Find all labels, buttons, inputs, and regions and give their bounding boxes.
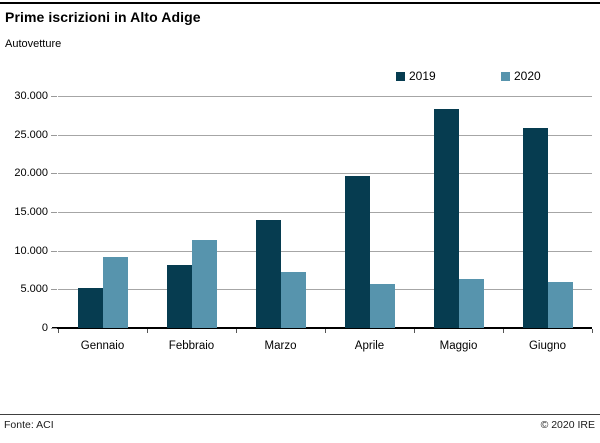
chart-subtitle: Autovetture bbox=[5, 38, 62, 50]
bar-2019-maggio bbox=[433, 109, 459, 328]
gridline-10.000 bbox=[58, 250, 592, 252]
legend-swatch-2020 bbox=[501, 71, 510, 81]
y-tick-mark bbox=[51, 328, 57, 329]
chart-title: Prime iscrizioni in Alto Adige bbox=[5, 9, 201, 25]
x-tick-mark bbox=[503, 329, 504, 333]
y-tick-label-10.000: 10.000 bbox=[14, 244, 48, 257]
y-tick-mark bbox=[51, 212, 57, 213]
bar-2020-marzo bbox=[280, 272, 306, 328]
x-category-label-marzo: Marzo bbox=[264, 340, 297, 352]
copyright-note: © 2020 IRE bbox=[540, 419, 595, 431]
x-tick-mark bbox=[325, 329, 326, 333]
bar-2020-gennaio bbox=[102, 256, 128, 328]
y-tick-mark bbox=[51, 250, 57, 252]
y-tick-label-30.000: 30.000 bbox=[14, 90, 48, 102]
legend-item-2020: 2020 bbox=[501, 69, 541, 83]
footer-rule bbox=[0, 414, 600, 415]
legend-swatch-2019 bbox=[396, 71, 405, 81]
bar-2019-febbraio bbox=[166, 264, 192, 328]
footer: Fonte: ACI © 2020 IRE bbox=[4, 419, 595, 431]
bar-2020-giugno bbox=[547, 282, 573, 328]
gridline-20.000 bbox=[58, 173, 592, 175]
bar-2020-febbraio bbox=[191, 239, 217, 328]
gridline-25.000 bbox=[58, 134, 592, 136]
bar-2020-maggio bbox=[458, 278, 484, 328]
source-note: Fonte: ACI bbox=[4, 419, 54, 431]
x-tick-mark bbox=[592, 329, 593, 333]
x-category-label-febbraio: Febbraio bbox=[168, 340, 215, 352]
legend-item-2019: 2019 bbox=[396, 69, 436, 83]
y-tick-mark bbox=[51, 96, 57, 97]
bar-2020-aprile bbox=[369, 283, 395, 328]
y-tick-label-15.000: 15.000 bbox=[14, 206, 48, 218]
legend-label-2020: 2020 bbox=[514, 69, 541, 83]
y-tick-mark bbox=[51, 173, 57, 175]
legend: 2019 2020 bbox=[0, 69, 592, 83]
y-tick-mark bbox=[51, 134, 57, 136]
legend-label-2019: 2019 bbox=[409, 69, 436, 83]
gridline-15.000 bbox=[58, 212, 592, 213]
plot-area bbox=[52, 96, 592, 329]
bar-2019-giugno bbox=[522, 127, 548, 328]
gridline-30.000 bbox=[58, 96, 592, 97]
bar-2019-aprile bbox=[344, 175, 370, 328]
x-tick-mark bbox=[147, 329, 148, 333]
x-category-label-maggio: Maggio bbox=[439, 340, 478, 352]
x-category-label-giugno: Giugno bbox=[528, 340, 567, 352]
bar-2019-gennaio bbox=[77, 287, 103, 328]
x-category-label-gennaio: Gennaio bbox=[80, 340, 125, 352]
y-tick-label-20.000: 20.000 bbox=[14, 167, 48, 180]
x-tick-mark bbox=[414, 329, 415, 333]
gridline-5.000 bbox=[58, 289, 592, 291]
y-tick-mark bbox=[51, 289, 57, 291]
top-rule bbox=[0, 2, 600, 4]
x-category-label-aprile: Aprile bbox=[354, 340, 385, 352]
x-axis-line bbox=[52, 327, 592, 329]
y-tick-label-5.000: 5.000 bbox=[20, 283, 48, 296]
y-tick-label-0: 0 bbox=[41, 322, 48, 334]
x-tick-mark bbox=[236, 329, 237, 333]
x-tick-mark bbox=[58, 329, 59, 333]
bar-2019-marzo bbox=[255, 219, 281, 328]
y-tick-label-25.000: 25.000 bbox=[14, 128, 48, 141]
